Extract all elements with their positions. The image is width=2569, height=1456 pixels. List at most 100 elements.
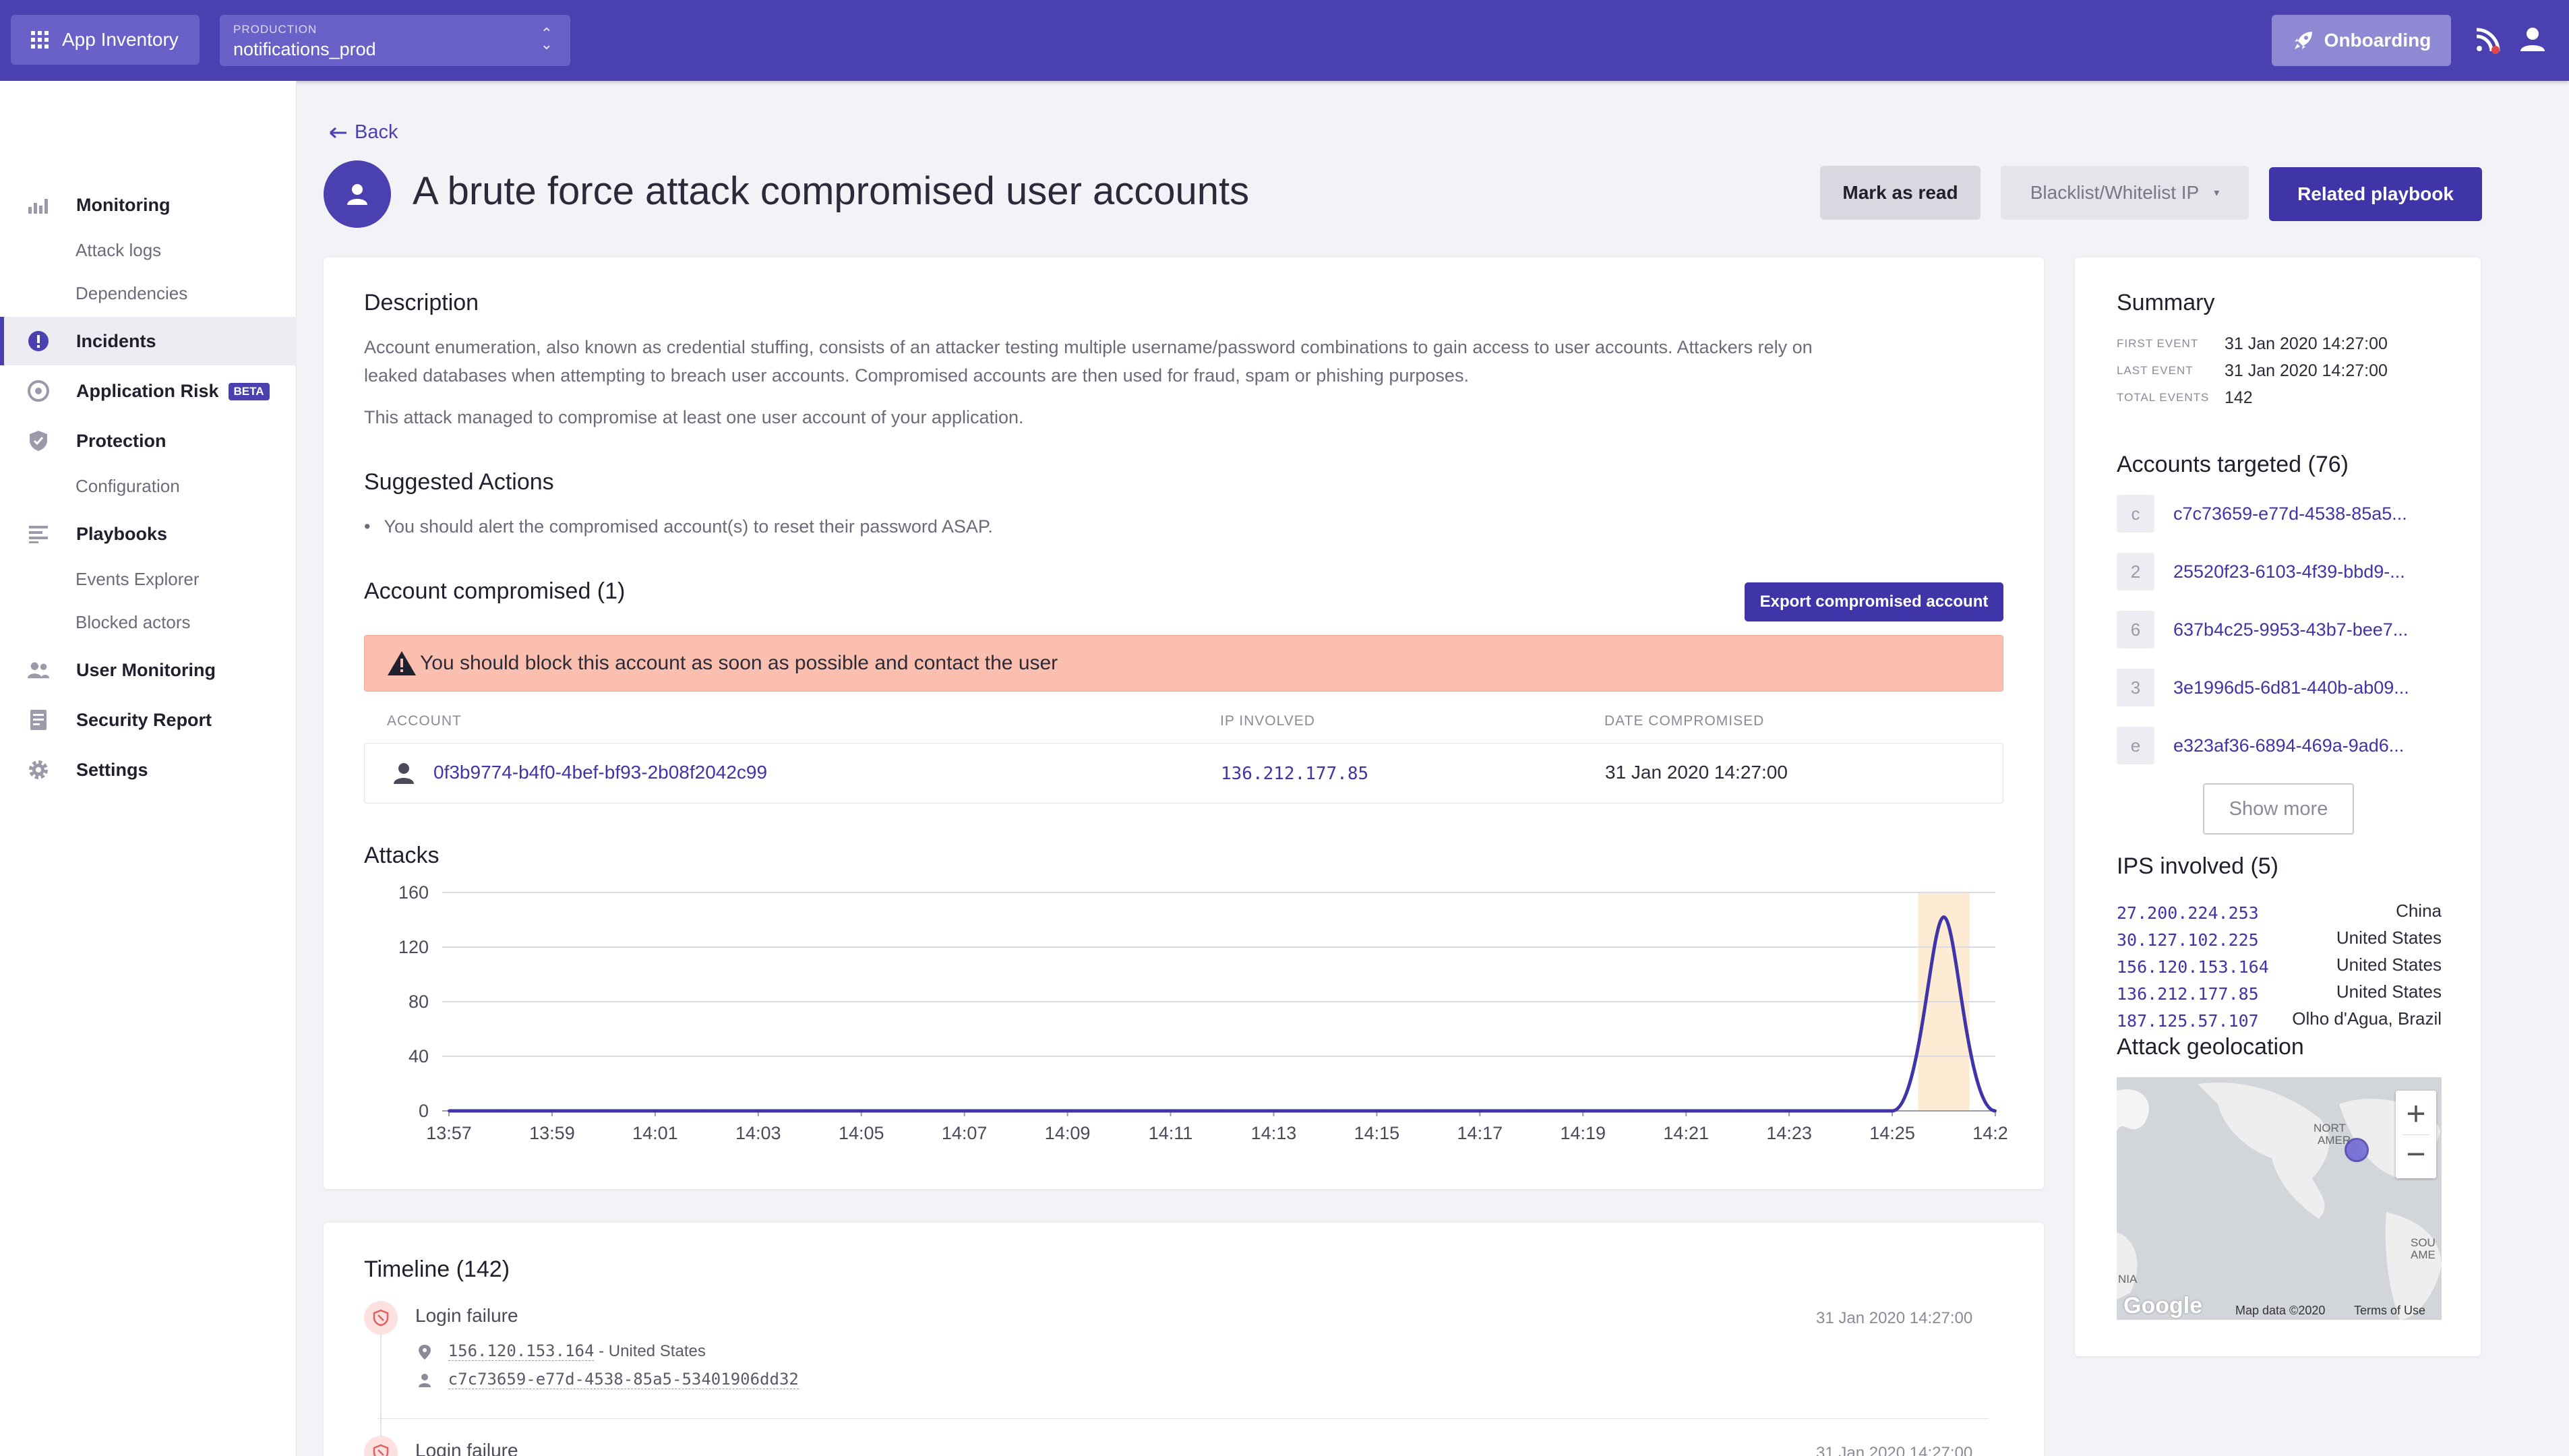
sidebar-item-user-monitoring[interactable]: User Monitoring [0,646,297,694]
mark-as-read-button[interactable]: Mark as read [1820,166,1981,220]
timeline-event-title: Login failure [415,1305,518,1326]
map-pin-icon [419,1344,431,1360]
chart-data-point [499,1110,502,1112]
account-avatar: 6 [2117,611,2154,648]
sidebar-item-protection[interactable]: Protection [0,417,297,465]
timeline-event-title: Login failure [415,1440,518,1456]
sidebar-item-security-report[interactable]: Security Report [0,696,297,744]
chart-data-point [1118,1110,1121,1112]
account-id-link[interactable]: e323af36-6894-469a-9ad6... [2173,735,2405,756]
ip-link[interactable]: 187.125.57.107 [2117,1011,2259,1031]
chart-data-point [1994,1110,1997,1112]
total-events-value: 142 [2225,388,2253,407]
timeline-country: - United States [594,1342,706,1360]
account-id-link[interactable]: 3e1996d5-6d81-440b-ab09... [2173,677,2409,698]
chart-data-point [1633,1110,1636,1112]
sidebar-item-playbooks[interactable]: Playbooks [0,510,297,558]
top-bar: App Inventory PRODUCTION notifications_p… [0,0,2569,81]
chart-x-tick-label: 14:17 [1457,1123,1503,1143]
account-id-link[interactable]: c7c73659-e77d-4538-85a5... [2173,503,2407,524]
table-row: 0f3b9774-b4f0-4bef-bf93-2b08f2042c99 136… [364,743,2003,803]
list-item[interactable]: 6 637b4c25-9953-43b7-bee7... [2117,611,2408,648]
chart-x-tick-label: 14:01 [632,1123,678,1143]
account-link[interactable]: 0f3b9774-b4f0-4bef-bf93-2b08f2042c99 [433,762,768,783]
onboarding-button[interactable]: Onboarding [2272,15,2451,66]
timeline-event-time: 31 Jan 2020 14:27:00 [1816,1309,1973,1327]
sidebar-item-events-explorer[interactable]: Events Explorer [75,569,200,589]
show-more-button[interactable]: Show more [2203,783,2354,835]
blacklist-whitelist-dropdown[interactable]: Blacklist/Whitelist IP ▾ [2001,166,2249,220]
rocket-icon [2294,32,2312,49]
ip-link[interactable]: 136.212.177.85 [2117,984,2259,1004]
timeline-user-link[interactable]: c7c73659-e77d-4538-85a5-53401906dd32 [448,1370,799,1389]
user-account-icon[interactable] [2518,24,2547,54]
timeline-divider [377,1418,1989,1419]
chart-x-tick-label: 14:27 [1972,1123,2009,1143]
last-event-label: LAST EVENT [2117,364,2194,377]
chart-data-point [1015,1110,1018,1112]
feed-icon[interactable] [2473,26,2502,55]
list-item[interactable]: 3 3e1996d5-6d81-440b-ab09... [2117,669,2409,706]
sidebar-item-monitoring[interactable]: Monitoring [0,181,297,229]
account-id-link[interactable]: 637b4c25-9953-43b7-bee7... [2173,619,2409,640]
export-compromised-button[interactable]: Export compromised account [1745,582,2003,621]
chart-data-point [705,1110,708,1112]
app-inventory-button[interactable]: App Inventory [11,15,200,65]
arrow-left-icon [330,127,346,138]
list-item[interactable]: e e323af36-6894-469a-9ad6... [2117,727,2404,764]
user-icon [419,1373,431,1387]
chart-y-tick-label: 0 [419,1101,429,1121]
zoom-out-icon[interactable]: − [2406,1135,2426,1173]
total-events-label: TOTAL EVENTS [2117,391,2210,404]
map-marker[interactable] [2345,1138,2369,1162]
sidebar-item-attack-logs[interactable]: Attack logs [75,240,162,260]
incident-avatar [324,160,391,228]
back-link[interactable]: Back [329,121,398,144]
timeline-event-icon [364,1301,398,1335]
ip-link[interactable]: 30.127.102.225 [2117,930,2259,950]
onboarding-label: Onboarding [2324,30,2431,51]
last-event-value: 31 Jan 2020 14:27:00 [2225,361,2388,380]
zoom-in-icon[interactable]: + [2406,1095,2426,1132]
chart-data-point [1736,1110,1739,1112]
sidebar-item-configuration[interactable]: Configuration [75,476,180,496]
list-item: 187.125.57.107 Olho d'Agua, Brazil [2117,1007,2442,1034]
ip-link[interactable]: 156.120.153.164 [2117,957,2269,977]
user-icon [394,763,414,784]
timeline-ip-link[interactable]: 156.120.153.164 [448,1341,595,1361]
attacks-chart: 0 40 80 120 160 13:57 13:59 14:01 14:03 14:05 14:0… [398,882,2009,1143]
first-event-value: 31 Jan 2020 14:27:00 [2225,334,2388,353]
sidebar-item-settings[interactable]: Settings [0,746,297,794]
list-item: 156.120.153.164 United States [2117,953,2442,980]
chart-x-tick-label: 14:09 [1045,1123,1091,1143]
sidebar-item-incidents[interactable]: Incidents [0,317,297,365]
terms-of-use-link[interactable]: Terms of Use [2354,1304,2426,1317]
ip-link[interactable]: 136.212.177.85 [1221,764,1369,784]
chart-data-point [1375,1110,1379,1112]
sidebar-item-label: Protection [76,430,167,451]
sidebar-item-application-risk[interactable]: Application Risk BETA [0,367,297,415]
environment-label: PRODUCTION [233,23,318,36]
accounts-targeted-heading: Accounts targeted (76) [2117,452,2349,477]
list-item[interactable]: c c7c73659-e77d-4538-85a5... [2117,495,2407,533]
environment-selector[interactable]: PRODUCTION notifications_prod ⌃ ⌄ [220,15,570,66]
ip-link[interactable]: 27.200.224.253 [2117,903,2259,923]
app-inventory-label: App Inventory [62,29,179,50]
geolocation-map[interactable]: NORT AMER SOU AME NIA + − Google Map dat… [2117,1077,2442,1320]
blacklist-label: Blacklist/Whitelist IP [2030,182,2200,203]
description-text-line2: leaked databases when attempting to brea… [364,365,1469,386]
account-avatar: 2 [2117,553,2154,590]
application-risk-label: Application Risk [76,380,219,401]
account-avatar: e [2117,727,2154,764]
map-label: AME [2411,1248,2436,1261]
account-id-link[interactable]: 25520f23-6103-4f39-bbd9-... [2173,561,2405,582]
timeline-event-location: 156.120.153.164 - United States [418,1341,706,1361]
gear-icon [27,758,50,781]
list-icon [27,522,50,545]
report-icon [27,708,50,731]
map-label: NORT [2314,1122,2346,1134]
list-item[interactable]: 2 25520f23-6103-4f39-bbd9-... [2117,553,2405,590]
related-playbook-button[interactable]: Related playbook [2269,167,2482,221]
sidebar-item-blocked-actors[interactable]: Blocked actors [75,612,191,632]
sidebar-item-dependencies[interactable]: Dependencies [75,283,188,303]
